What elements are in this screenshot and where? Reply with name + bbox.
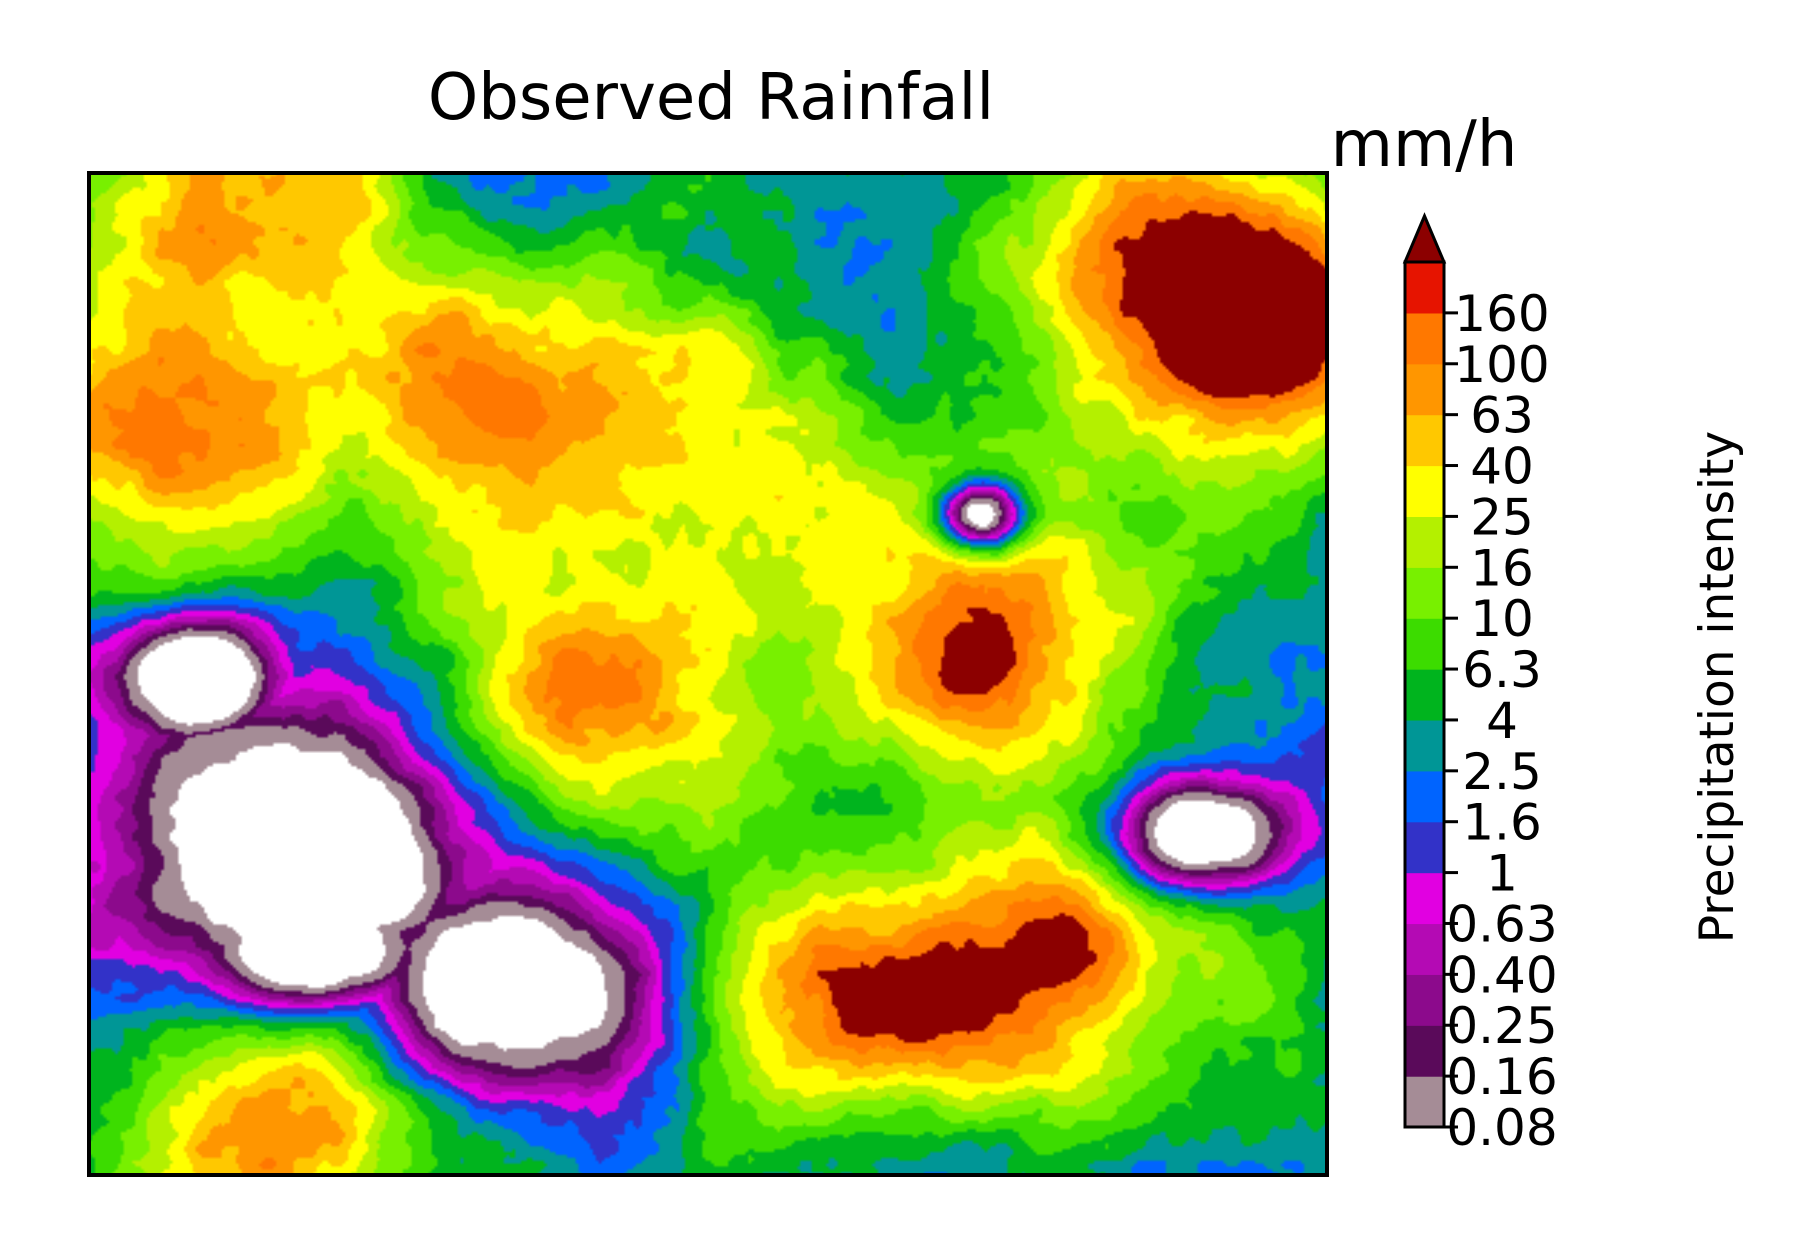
colorbar-swatch xyxy=(1405,821,1444,874)
colorbar-swatch xyxy=(1405,872,1444,925)
colorbar-extend-arrow xyxy=(1402,212,1447,264)
colorbar-swatch xyxy=(1405,770,1444,823)
chart-title: Observed Rainfall xyxy=(428,61,994,135)
colorbar-swatch xyxy=(1405,974,1444,1026)
colorbar-tick-label: 10 xyxy=(1470,590,1534,648)
colorbar-tick-label: 0.08 xyxy=(1446,1099,1557,1157)
colorbar: 0.080.160.250.400.6311.62.546.3101625406… xyxy=(1402,212,1558,1157)
colorbar-tick-label: 1.6 xyxy=(1462,794,1542,852)
colorbar-tick-label: 16 xyxy=(1470,539,1534,597)
colorbar-swatch xyxy=(1405,262,1444,314)
colorbar-tick-label: 0.40 xyxy=(1446,946,1557,1004)
colorbar-swatch xyxy=(1405,567,1444,619)
units-label: mm/h xyxy=(1331,108,1518,182)
colorbar-tick-label: 4 xyxy=(1486,692,1518,750)
colorbar-swatch xyxy=(1405,669,1444,721)
colorbar-swatch xyxy=(1405,923,1444,975)
colorbar-tick-label: 2.5 xyxy=(1462,743,1542,801)
colorbar-swatch xyxy=(1405,516,1444,568)
colorbar-swatch xyxy=(1405,719,1444,772)
colorbar-swatch xyxy=(1405,1025,1444,1077)
colorbar-swatch xyxy=(1405,312,1444,365)
colorbar-tick-label: 25 xyxy=(1470,488,1534,546)
colorbar-tick-label: 100 xyxy=(1454,336,1549,394)
colorbar-tick-label: 40 xyxy=(1470,438,1534,496)
rainfall-map xyxy=(87,171,1329,1177)
colorbar-frame xyxy=(1403,260,1446,1129)
colorbar-swatch xyxy=(1405,618,1444,670)
colorbar-swatch xyxy=(1405,414,1444,467)
colorbar-tick-label: 0.16 xyxy=(1446,1048,1557,1106)
colorbar-label: Precipitation intensity xyxy=(1690,431,1745,943)
colorbar-tick-label: 63 xyxy=(1470,387,1534,445)
colorbar-tick-label: 0.63 xyxy=(1446,895,1557,953)
map-frame xyxy=(87,171,1329,1177)
colorbar-swatch xyxy=(1405,363,1444,416)
colorbar-tick-label: 6.3 xyxy=(1462,641,1542,699)
colorbar-tick-label: 1 xyxy=(1486,845,1518,903)
colorbar-tick-label: 160 xyxy=(1454,285,1549,343)
colorbar-tick-label: 0.25 xyxy=(1446,997,1557,1055)
rainfall-field xyxy=(89,173,1327,1175)
colorbar-swatch xyxy=(1405,1076,1444,1128)
colorbar-swatch xyxy=(1405,465,1444,518)
